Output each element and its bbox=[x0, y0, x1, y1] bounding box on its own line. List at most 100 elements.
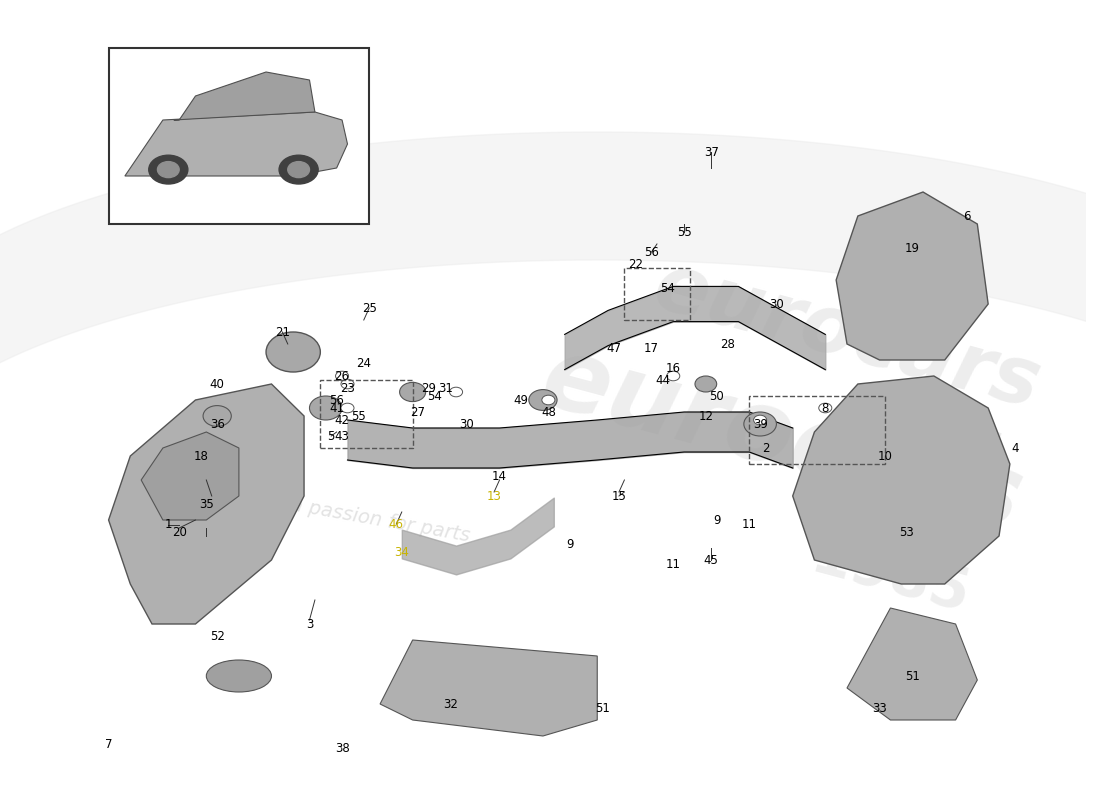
Polygon shape bbox=[847, 608, 977, 720]
Text: 9: 9 bbox=[713, 514, 721, 526]
Text: 54: 54 bbox=[427, 390, 442, 402]
Text: 12: 12 bbox=[698, 410, 713, 422]
Text: 45: 45 bbox=[704, 554, 718, 566]
Text: eurocars: eurocars bbox=[646, 247, 1048, 425]
Bar bbox=[749, 396, 886, 464]
Text: 29: 29 bbox=[421, 382, 437, 394]
Text: 31: 31 bbox=[438, 382, 453, 394]
Polygon shape bbox=[174, 72, 315, 120]
Text: 47: 47 bbox=[606, 342, 621, 354]
Polygon shape bbox=[109, 384, 304, 624]
Text: 1985: 1985 bbox=[860, 398, 1008, 482]
Circle shape bbox=[695, 376, 717, 392]
Circle shape bbox=[754, 415, 767, 425]
Circle shape bbox=[309, 396, 342, 420]
Text: 33: 33 bbox=[872, 702, 887, 714]
Text: 18: 18 bbox=[194, 450, 208, 462]
Bar bbox=[625, 268, 690, 320]
Polygon shape bbox=[381, 640, 597, 736]
Text: 9: 9 bbox=[566, 538, 574, 550]
Text: 1: 1 bbox=[165, 518, 172, 530]
Text: 10: 10 bbox=[878, 450, 892, 462]
Text: 39: 39 bbox=[752, 418, 768, 430]
Circle shape bbox=[279, 155, 318, 184]
Text: 14: 14 bbox=[492, 470, 507, 482]
Text: eurocars: eurocars bbox=[531, 330, 1033, 550]
Polygon shape bbox=[793, 376, 1010, 584]
Text: 34: 34 bbox=[394, 546, 409, 558]
Text: 23: 23 bbox=[340, 382, 355, 394]
Text: 11: 11 bbox=[741, 518, 757, 530]
Circle shape bbox=[336, 371, 349, 381]
Circle shape bbox=[204, 406, 231, 426]
Text: 51: 51 bbox=[595, 702, 610, 714]
Text: 30: 30 bbox=[769, 298, 784, 310]
Bar bbox=[109, 48, 370, 224]
Circle shape bbox=[157, 162, 179, 178]
Text: 13: 13 bbox=[486, 490, 502, 502]
Text: 54: 54 bbox=[660, 282, 675, 294]
Text: 1985: 1985 bbox=[804, 527, 977, 625]
Text: 17: 17 bbox=[644, 342, 659, 354]
Text: 55: 55 bbox=[351, 410, 365, 422]
Text: 4: 4 bbox=[1012, 442, 1019, 454]
Text: 52: 52 bbox=[210, 630, 224, 642]
Text: 2: 2 bbox=[762, 442, 769, 454]
Text: 44: 44 bbox=[654, 374, 670, 386]
Text: 40: 40 bbox=[210, 378, 224, 390]
Text: 22: 22 bbox=[628, 258, 642, 270]
Text: 26: 26 bbox=[334, 370, 350, 382]
Text: 32: 32 bbox=[443, 698, 458, 710]
Text: 38: 38 bbox=[334, 742, 350, 754]
Text: 3: 3 bbox=[306, 618, 313, 630]
Polygon shape bbox=[125, 112, 348, 176]
Text: 48: 48 bbox=[541, 406, 556, 418]
Circle shape bbox=[818, 403, 832, 413]
Text: 35: 35 bbox=[199, 498, 213, 510]
Text: 50: 50 bbox=[710, 390, 724, 402]
Text: 42: 42 bbox=[334, 414, 350, 426]
Polygon shape bbox=[836, 192, 988, 360]
Circle shape bbox=[744, 412, 777, 436]
Text: 30: 30 bbox=[460, 418, 474, 430]
Circle shape bbox=[341, 379, 354, 389]
Text: 24: 24 bbox=[356, 358, 372, 370]
Bar bbox=[320, 380, 412, 448]
Circle shape bbox=[399, 382, 426, 402]
Text: 46: 46 bbox=[389, 518, 404, 530]
Text: 37: 37 bbox=[704, 146, 718, 158]
Text: 16: 16 bbox=[666, 362, 681, 374]
Text: 19: 19 bbox=[904, 242, 920, 254]
Text: 51: 51 bbox=[904, 670, 920, 682]
Circle shape bbox=[266, 332, 320, 372]
Text: 21: 21 bbox=[275, 326, 289, 338]
Polygon shape bbox=[141, 432, 239, 520]
Text: 36: 36 bbox=[210, 418, 224, 430]
Text: 43: 43 bbox=[334, 430, 350, 442]
Text: 56: 56 bbox=[329, 394, 344, 406]
Text: 7: 7 bbox=[104, 738, 112, 750]
Circle shape bbox=[288, 162, 309, 178]
Text: a passion for parts: a passion for parts bbox=[289, 495, 471, 545]
Ellipse shape bbox=[207, 660, 272, 692]
Text: 20: 20 bbox=[172, 526, 187, 538]
Circle shape bbox=[542, 395, 554, 405]
Text: 11: 11 bbox=[666, 558, 681, 570]
Circle shape bbox=[667, 371, 680, 381]
Text: 49: 49 bbox=[514, 394, 529, 406]
Text: 27: 27 bbox=[410, 406, 426, 418]
Text: 56: 56 bbox=[645, 246, 659, 258]
Text: 41: 41 bbox=[329, 402, 344, 414]
Text: 28: 28 bbox=[720, 338, 735, 350]
Text: 8: 8 bbox=[822, 402, 829, 414]
Circle shape bbox=[148, 155, 188, 184]
Circle shape bbox=[529, 390, 557, 410]
Text: 6: 6 bbox=[962, 210, 970, 222]
Text: 15: 15 bbox=[612, 490, 626, 502]
Text: 25: 25 bbox=[362, 302, 376, 314]
Text: 55: 55 bbox=[676, 226, 692, 238]
Circle shape bbox=[341, 403, 354, 413]
Text: 53: 53 bbox=[900, 526, 914, 538]
Text: 5: 5 bbox=[328, 430, 334, 442]
Circle shape bbox=[450, 387, 463, 397]
